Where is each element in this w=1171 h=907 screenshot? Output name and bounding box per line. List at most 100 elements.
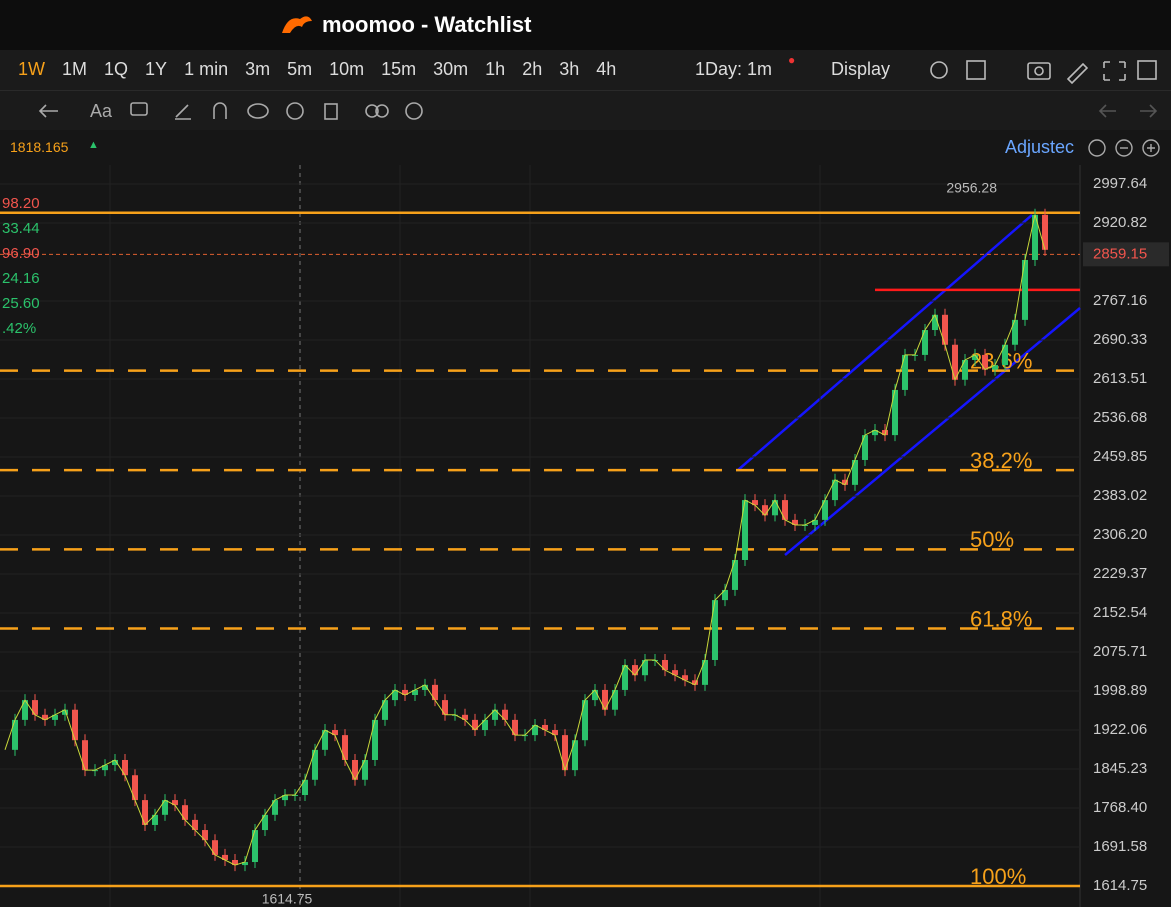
candle: [812, 519, 818, 525]
candle: [402, 689, 408, 696]
y-tick-label: 1998.89: [1093, 682, 1147, 699]
side-label: .42%: [2, 320, 37, 337]
chart: 2997.64 2920.82 2767.16 2690.33 2613.51 2536.…: [0, 165, 1169, 907]
candle: [242, 862, 248, 866]
y-tick-label: 2997.64: [1093, 175, 1147, 192]
y-tick-label: 2152.54: [1093, 604, 1147, 621]
candle: [892, 389, 898, 436]
candle: [732, 559, 738, 590]
candle: [432, 684, 438, 701]
logo: [282, 16, 312, 33]
candle: [312, 749, 318, 780]
timeframe-tab[interactable]: 2h: [522, 59, 543, 79]
y-tick-label: 2229.37: [1093, 565, 1147, 582]
candle: [352, 759, 358, 780]
y-tick-label: 2690.33: [1093, 331, 1147, 348]
candle: [32, 700, 38, 715]
timeframe-tab[interactable]: 1h: [485, 59, 506, 79]
adjusted-label[interactable]: Adjustec: [1005, 137, 1075, 157]
candle: [112, 759, 118, 766]
candle: [472, 719, 478, 731]
y-tick-label: 1768.40: [1093, 799, 1147, 816]
candle: [362, 759, 368, 780]
candle: [742, 500, 748, 560]
timeframe-tab[interactable]: 3m: [245, 59, 271, 79]
timeframe-tab[interactable]: 1 min: [184, 59, 229, 79]
candle: [172, 800, 178, 806]
candle: [612, 689, 618, 710]
window-title: moomoo - Watchlist: [322, 12, 532, 37]
candle: [322, 730, 328, 750]
y-tick-label: 2536.68: [1093, 409, 1147, 426]
timeframe-tab[interactable]: 1Q: [104, 59, 129, 79]
candle: [1012, 319, 1018, 345]
timeframe-tab[interactable]: 5m: [287, 59, 313, 79]
candle: [852, 459, 858, 485]
candle: [542, 724, 548, 731]
side-label: 96.90: [2, 245, 40, 262]
candle: [672, 670, 678, 676]
candle: [492, 709, 498, 720]
candle: [442, 700, 448, 715]
candle: [962, 359, 968, 380]
candle: [922, 330, 928, 355]
candle: [1032, 214, 1038, 260]
tool-icons: [38, 102, 1158, 120]
candle: [232, 859, 238, 866]
toolbar-icons: [930, 60, 1157, 85]
timeframe-tab[interactable]: 1M: [62, 59, 88, 79]
candle: [912, 354, 918, 356]
candle: [212, 840, 218, 855]
candle: [712, 600, 718, 660]
candle: [562, 735, 568, 771]
y-tick-label: 2075.71: [1093, 643, 1147, 660]
candle: [862, 435, 868, 460]
candle: [202, 830, 208, 841]
candle: [82, 740, 88, 771]
candle: [222, 854, 228, 860]
timeframe-tab[interactable]: 1Y: [145, 59, 168, 79]
y-tick-label: 1691.58: [1093, 838, 1147, 855]
candle: [872, 430, 878, 436]
candle: [802, 524, 808, 526]
text-tool[interactable]: Aa: [90, 101, 113, 121]
timeframe-tab[interactable]: 15m: [381, 59, 417, 79]
fib-label: 100%: [970, 864, 1026, 889]
candle: [692, 680, 698, 685]
candle: [12, 719, 18, 750]
y-tick-label: 1845.23: [1093, 760, 1147, 777]
candle: [382, 700, 388, 720]
candle: [372, 719, 378, 760]
candle: [632, 665, 638, 676]
timeframes: 1W 1M 1Q 1Y 1 min 3m 5m 10m 15m 30m 1h 2h 3h 4h: [18, 59, 616, 80]
candle: [722, 589, 728, 601]
candle: [622, 665, 628, 690]
candle: [792, 519, 798, 525]
timeframe-tab[interactable]: 30m: [433, 59, 469, 79]
candle: [702, 659, 708, 685]
candle: [502, 709, 508, 720]
candle: [592, 689, 598, 701]
y-tick-label: 1922.06: [1093, 721, 1147, 738]
timeframe-tab[interactable]: 3h: [559, 59, 580, 79]
timeframe-tab[interactable]: 4h: [596, 59, 617, 79]
candle: [412, 689, 418, 696]
timeframe-tab[interactable]: 1W: [18, 59, 45, 79]
y-tick-label: 2613.51: [1093, 370, 1147, 387]
candle: [342, 735, 348, 760]
candle: [42, 714, 48, 720]
candle: [62, 709, 68, 715]
display-button[interactable]: Display: [831, 59, 891, 79]
candle: [132, 775, 138, 801]
candle: [282, 795, 288, 801]
interval-select[interactable]: 1Day: 1m: [695, 59, 773, 79]
candle: [1042, 214, 1048, 250]
timeframe-bar: 1W 1M 1Q 1Y 1 min 3m 5m 10m 15m 30m 1h 2h 3h 4h 1Day:…: [0, 50, 1171, 90]
drawing-tools: Aa: [0, 90, 1171, 131]
timeframe-tab[interactable]: 10m: [329, 59, 365, 79]
candle: [782, 500, 788, 520]
candle: [572, 740, 578, 771]
candle: [682, 675, 688, 681]
last-price-box: [1083, 242, 1169, 267]
candle: [102, 765, 108, 771]
